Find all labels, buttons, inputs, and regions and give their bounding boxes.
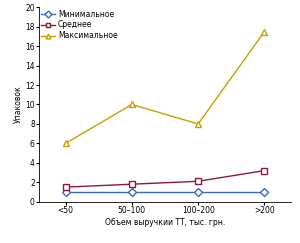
Legend: Минимальное, Среднее, Максимальное: Минимальное, Среднее, Максимальное <box>41 9 118 40</box>
X-axis label: Объем выручкии ТТ, тыс. грн.: Объем выручкии ТТ, тыс. грн. <box>105 218 225 227</box>
Y-axis label: Упаковок: Упаковок <box>14 86 22 123</box>
